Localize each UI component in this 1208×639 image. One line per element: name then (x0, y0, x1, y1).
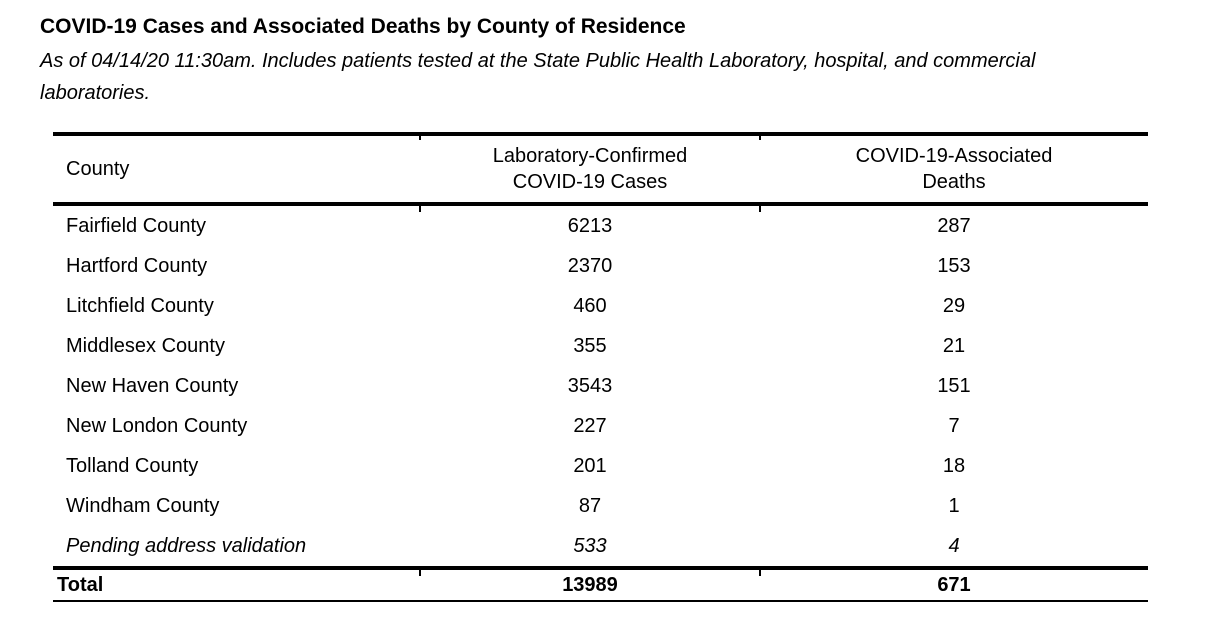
cases-cell: 533 (573, 534, 607, 557)
table-row-windham: Windham County 87 1 (53, 486, 1148, 526)
deaths-cell: 4 (948, 534, 960, 557)
column-header-cases-label: Laboratory-Confirmed COVID-19 Cases (492, 145, 688, 193)
county-cell: Middlesex County (66, 334, 225, 357)
cases-cell: 201 (573, 454, 607, 477)
county-cell: Windham County (66, 494, 220, 517)
county-cell: Fairfield County (66, 214, 207, 237)
column-header-county: County (66, 157, 130, 180)
table-row-tolland: Tolland County 201 18 (53, 446, 1148, 486)
deaths-cell: 29 (942, 294, 966, 317)
total-cases-cell: 13989 (562, 573, 618, 596)
column-border-tick (419, 132, 421, 140)
column-border-tick (419, 568, 421, 576)
deaths-cell: 287 (937, 214, 971, 237)
cases-cell: 355 (573, 334, 607, 357)
table-total-row: Total 13989 671 (53, 566, 1148, 600)
cases-cell: 6213 (567, 214, 613, 237)
table-row-hartford: Hartford County 2370 153 (53, 246, 1148, 286)
column-border-tick (759, 204, 761, 212)
deaths-cell: 18 (942, 454, 966, 477)
county-cell: New Haven County (66, 374, 239, 397)
county-cell: Tolland County (66, 454, 199, 477)
deaths-cell: 153 (937, 254, 971, 277)
covid-county-table: County Laboratory-Confirmed COVID-19 Cas… (53, 132, 1148, 602)
column-border-tick (759, 132, 761, 140)
column-header-cases: Laboratory-Confirmed COVID-19 Cases (420, 136, 760, 202)
cases-cell: 3543 (567, 374, 613, 397)
county-cell: Litchfield County (66, 294, 214, 317)
cases-cell: 87 (578, 494, 602, 517)
table-header-row: County Laboratory-Confirmed COVID-19 Cas… (53, 136, 1148, 206)
cases-cell: 2370 (567, 254, 613, 277)
column-header-deaths: COVID-19-Associated Deaths (760, 136, 1148, 202)
deaths-cell: 151 (937, 374, 971, 397)
table-row-middlesex: Middlesex County 355 21 (53, 326, 1148, 366)
table-row-pending-address-validation: Pending address validation 533 4 (53, 526, 1148, 566)
table-row-litchfield: Litchfield County 460 29 (53, 286, 1148, 326)
column-border-tick (419, 204, 421, 212)
table-row-new-haven: New Haven County 3543 151 (53, 366, 1148, 406)
page-subtitle: As of 04/14/20 11:30am. Includes patient… (40, 50, 1036, 104)
total-label-cell: Total (57, 573, 104, 596)
document-page: COVID-19 Cases and Associated Deaths by … (40, 15, 1148, 602)
column-border-tick (759, 568, 761, 576)
cases-cell: 227 (573, 414, 607, 437)
county-cell: Hartford County (66, 254, 208, 277)
column-header-deaths-label: COVID-19-Associated Deaths (855, 145, 1053, 193)
county-cell: New London County (66, 414, 248, 437)
total-deaths-cell: 671 (937, 573, 971, 596)
cases-cell: 460 (573, 294, 607, 317)
deaths-cell: 7 (948, 414, 960, 437)
deaths-cell: 21 (942, 334, 966, 357)
page-title: COVID-19 Cases and Associated Deaths by … (40, 15, 686, 38)
table-row-fairfield: Fairfield County 6213 287 (53, 206, 1148, 246)
deaths-cell: 1 (948, 494, 960, 517)
table-row-new-london: New London County 227 7 (53, 406, 1148, 446)
county-cell: Pending address validation (66, 534, 307, 557)
